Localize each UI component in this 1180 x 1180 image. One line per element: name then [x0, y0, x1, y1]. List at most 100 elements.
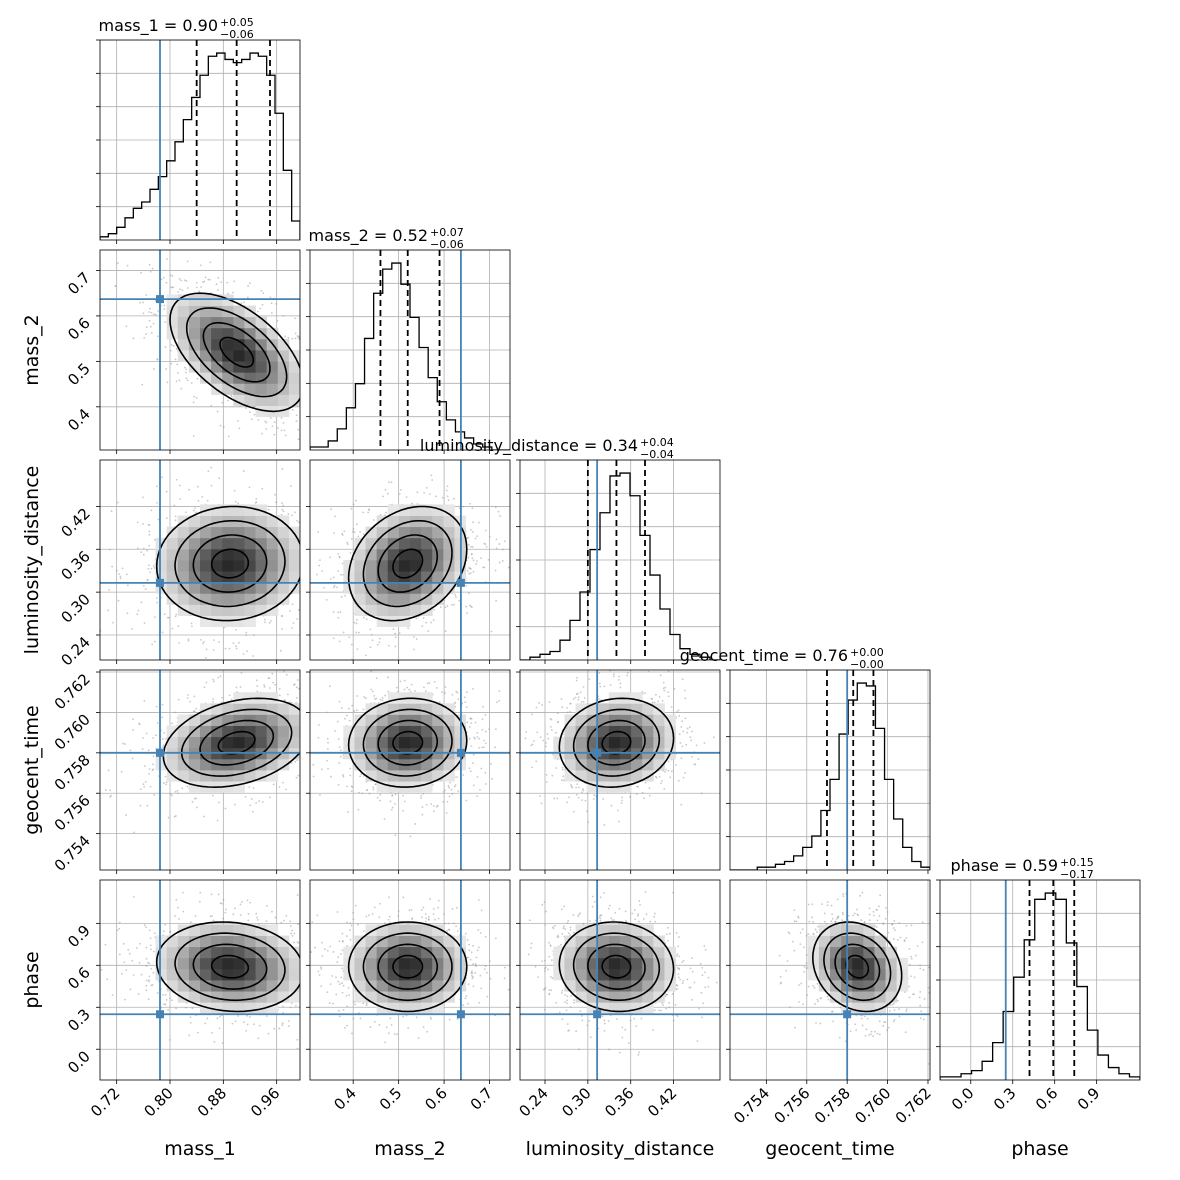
scatter-point — [313, 399, 315, 401]
scatter-point — [283, 429, 286, 432]
scatter-point — [296, 759, 299, 761]
scatter-point — [155, 734, 157, 737]
scatter-point — [114, 285, 117, 287]
scatter-point — [212, 680, 215, 683]
y-tick-label: 0.6 — [64, 314, 94, 344]
density-bin — [233, 338, 245, 351]
scatter-point — [288, 609, 291, 612]
scatter-point — [216, 819, 219, 822]
scatter-point — [471, 531, 474, 533]
scatter-point — [92, 554, 94, 556]
scatter-point — [291, 514, 293, 517]
scatter-point — [321, 561, 323, 563]
scatter-point — [474, 737, 476, 740]
scatter-point — [326, 371, 328, 373]
scatter-point — [330, 775, 332, 778]
scatter-point — [308, 426, 310, 428]
scatter-point — [390, 481, 393, 484]
scatter-point — [161, 716, 164, 719]
scatter-point — [222, 426, 225, 428]
scatter-point — [323, 586, 325, 589]
scatter-point — [242, 653, 245, 655]
density-bin — [432, 537, 444, 550]
scatter-point — [491, 777, 494, 780]
contour-line — [219, 336, 255, 368]
scatter-point — [485, 545, 488, 548]
scatter-point — [142, 312, 145, 315]
scatter-point — [264, 420, 267, 423]
scatter-point — [276, 427, 279, 430]
scatter-point — [107, 769, 110, 772]
density-bin — [233, 504, 245, 516]
scatter-point — [367, 511, 370, 514]
scatter-point — [208, 676, 210, 678]
scatter-point — [316, 546, 318, 548]
density-bin — [387, 504, 400, 516]
scatter-point — [349, 596, 351, 598]
scatter-point — [329, 556, 331, 559]
scatter-point — [261, 303, 264, 306]
title-main: mass_2 = 0.52 — [309, 226, 428, 246]
scatter-point — [445, 812, 448, 814]
density-bin — [277, 593, 290, 605]
scatter-point — [394, 645, 397, 648]
scatter-point — [195, 511, 197, 514]
density-bin — [376, 615, 389, 628]
scatter-point — [227, 399, 229, 402]
scatter-point — [265, 421, 268, 424]
scatter-point — [314, 418, 316, 420]
density-bin — [211, 294, 223, 306]
scatter-point — [350, 790, 353, 793]
density-bin — [200, 703, 212, 715]
scatter-point — [270, 619, 272, 622]
density-bin — [244, 515, 256, 528]
scatter-point — [144, 781, 147, 783]
scatter-point — [224, 647, 227, 650]
scatter-point — [349, 551, 352, 554]
scatter-point — [467, 556, 470, 559]
scatter-point — [296, 679, 299, 681]
scatter-point — [314, 743, 316, 745]
scatter-point — [234, 629, 237, 631]
scatter-point — [384, 488, 387, 491]
scatter-point — [143, 785, 146, 788]
scatter-point — [336, 720, 339, 723]
scatter-point — [221, 696, 224, 699]
scatter-point — [152, 755, 155, 758]
scatter-point — [91, 523, 93, 525]
scatter-point — [320, 330, 322, 332]
scatter-point — [476, 795, 479, 798]
scatter-point — [282, 422, 285, 424]
scatter-point — [272, 681, 275, 684]
scatter-point — [332, 702, 334, 704]
scatter-point — [314, 397, 316, 399]
scatter-point — [142, 584, 145, 587]
scatter-point — [140, 601, 143, 604]
scatter-point — [148, 773, 150, 775]
scatter-point — [275, 501, 277, 504]
scatter-point — [203, 640, 205, 643]
scatter-point — [220, 701, 223, 704]
scatter-point — [192, 401, 195, 404]
scatter-point — [294, 317, 297, 320]
scatter-point — [495, 538, 498, 541]
scatter-point — [207, 470, 210, 472]
scatter-point — [177, 290, 180, 293]
scatter-point — [348, 707, 350, 710]
scatter-point — [423, 492, 426, 494]
scatter-point — [333, 385, 335, 387]
scatter-point — [439, 606, 442, 608]
density-bin — [432, 593, 444, 605]
scatter-point — [489, 762, 492, 765]
density-bin — [233, 383, 245, 395]
scatter-point — [481, 746, 483, 749]
scatter-point — [470, 553, 473, 556]
scatter-point — [148, 564, 150, 567]
scatter-point — [325, 705, 327, 707]
scatter-point — [475, 563, 478, 565]
density-bin — [188, 714, 201, 726]
scatter-point — [217, 276, 220, 279]
scatter-point — [303, 549, 305, 551]
density-bin — [277, 526, 290, 539]
scatter-point — [205, 648, 208, 651]
